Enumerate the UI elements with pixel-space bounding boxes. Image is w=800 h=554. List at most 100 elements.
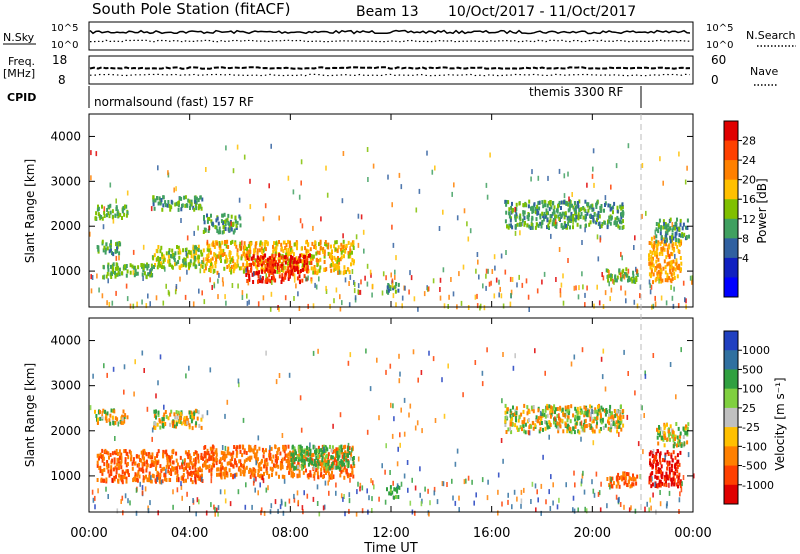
echo-cell: [588, 222, 591, 227]
scatter-echo: [284, 501, 287, 507]
echo-cell: [159, 257, 162, 261]
echo-cell: [681, 226, 684, 231]
scatter-echo: [693, 473, 695, 479]
echo-cell: [98, 456, 100, 460]
echo-cell: [664, 436, 667, 440]
echo-cell: [248, 257, 250, 262]
echo-cell: [322, 246, 325, 251]
echo-cell: [667, 429, 670, 434]
echo-cell: [281, 465, 284, 470]
echo-cell: [655, 470, 658, 475]
echo-cell: [276, 269, 279, 274]
echo-cell: [289, 466, 292, 471]
echo-cell: [291, 255, 294, 260]
echo-cell: [186, 469, 189, 474]
echo-cell: [330, 464, 333, 469]
echo-cell: [246, 246, 248, 251]
echo-cell: [568, 429, 571, 434]
echo-cell: [336, 453, 339, 458]
echo-cell: [288, 460, 291, 465]
scatter-echo: [683, 441, 686, 447]
echo-cell: [188, 466, 191, 470]
echo-cell: [304, 254, 306, 259]
echo-cell: [235, 223, 238, 228]
echo-cell: [653, 454, 656, 459]
scatter-echo: [135, 487, 138, 493]
echo-cell: [285, 247, 288, 252]
echo-cell: [163, 412, 166, 417]
echo-cell: [152, 202, 155, 207]
echo-cell: [349, 456, 352, 461]
echo-cell: [608, 421, 611, 426]
echo-cell: [656, 274, 659, 279]
echo-cell: [319, 239, 322, 244]
scatter-echo: [127, 498, 129, 504]
echo-cell: [110, 465, 113, 470]
scatter-echo: [592, 440, 595, 446]
echo-cell: [395, 494, 397, 499]
echo-cell: [563, 222, 566, 227]
echo-cell: [336, 260, 339, 264]
echo-cell: [577, 429, 580, 434]
echo-cell: [649, 261, 652, 266]
scatter-echo: [458, 507, 460, 513]
echo-cell: [149, 479, 152, 484]
echo-cell: [636, 474, 639, 479]
echo-cell: [618, 484, 621, 489]
echo-cell: [615, 278, 618, 283]
echo-cell: [346, 472, 349, 477]
echo-cell: [105, 213, 108, 218]
echo-cell: [290, 255, 292, 259]
scatter-echo: [410, 275, 413, 281]
echo-cell: [577, 201, 579, 205]
scatter-echo: [146, 406, 149, 412]
echo-cell: [164, 203, 167, 208]
echo-cell: [616, 429, 619, 434]
echo-cell: [179, 416, 181, 421]
colorbar-tick-label: 8: [742, 232, 749, 245]
echo-cell: [331, 455, 334, 460]
echo-cell: [290, 458, 293, 462]
scatter-echo: [454, 461, 457, 467]
echo-cell: [209, 259, 211, 264]
echo-cell: [657, 229, 660, 234]
scatter-echo: [615, 494, 618, 500]
echo-cell: [101, 448, 104, 453]
scatter-echo: [481, 381, 484, 387]
echo-cell: [315, 448, 318, 453]
echo-cell: [670, 251, 673, 256]
echo-cell: [567, 415, 570, 420]
echo-cell: [679, 484, 682, 489]
scatter-echo: [528, 307, 530, 312]
y-tick-label: 3000: [50, 174, 81, 188]
scatter-echo: [378, 496, 380, 502]
echo-cell: [276, 459, 278, 464]
echo-cell: [118, 473, 121, 478]
scatter-echo: [394, 274, 396, 280]
echo-cell: [243, 266, 246, 271]
x-tick-label: 12:00: [372, 526, 409, 541]
echo-cell: [178, 248, 181, 253]
scatter-echo: [115, 255, 118, 261]
echo-cell: [217, 254, 220, 259]
scatter-echo: [502, 458, 504, 464]
echo-cell: [660, 239, 663, 244]
echo-cell: [258, 446, 261, 451]
scatter-echo: [238, 197, 241, 203]
echo-cell: [133, 273, 136, 278]
echo-cell: [523, 420, 526, 425]
echo-cell: [270, 259, 273, 264]
echo-cell: [618, 225, 621, 230]
echo-cell: [650, 236, 653, 241]
echo-cell: [342, 244, 345, 249]
echo-cell: [211, 264, 214, 269]
echo-cell: [200, 206, 203, 211]
echo-cell: [634, 477, 637, 482]
echo-cell: [562, 412, 565, 417]
echo-cell: [228, 468, 231, 473]
echo-cell: [253, 473, 256, 478]
echo-cell: [508, 207, 511, 212]
echo-cell: [146, 266, 149, 271]
echo-cell: [145, 474, 147, 479]
echo-cell: [224, 240, 226, 244]
